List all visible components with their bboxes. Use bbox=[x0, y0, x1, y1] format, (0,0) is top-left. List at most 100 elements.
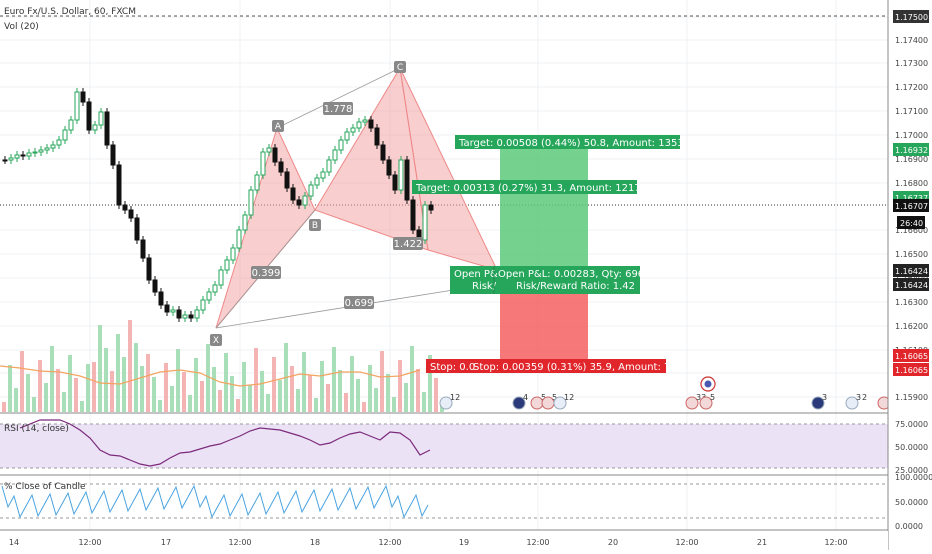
price-tick: 1.15900 bbox=[895, 393, 928, 402]
volume-bar bbox=[194, 358, 198, 412]
volume-bar bbox=[374, 388, 378, 412]
svg-text:21: 21 bbox=[757, 538, 767, 547]
event-icon: 12 bbox=[553, 393, 574, 410]
volume-bar bbox=[380, 351, 384, 412]
svg-text:Open P&L: 0.00283, Qty: 69637: Open P&L: 0.00283, Qty: 69637 bbox=[498, 269, 657, 280]
volume-bar bbox=[260, 371, 264, 412]
volume-bar bbox=[320, 361, 324, 412]
ratio-label: 1.422 bbox=[394, 239, 423, 250]
volume-bar bbox=[20, 351, 24, 412]
volume-bar bbox=[116, 334, 120, 412]
price-tag bbox=[893, 143, 929, 156]
candle-body bbox=[242, 214, 248, 231]
price-tick: 1.16200 bbox=[895, 322, 928, 331]
candle-body bbox=[404, 159, 410, 201]
pct-close-line bbox=[1, 484, 429, 519]
svg-text:0.0000: 0.0000 bbox=[895, 522, 923, 531]
event-icon: 5 bbox=[699, 393, 715, 410]
rsi-label[interactable]: RSI (14, close) bbox=[4, 424, 69, 434]
price-tick: 1.16300 bbox=[895, 298, 928, 307]
volume-label[interactable]: Vol (20) bbox=[4, 22, 39, 32]
volume-bar bbox=[338, 370, 342, 412]
volume-bar bbox=[104, 348, 108, 412]
volume-bar bbox=[98, 325, 102, 412]
svg-text:12:00: 12:00 bbox=[675, 538, 698, 547]
candle-body bbox=[176, 309, 182, 319]
svg-text:5: 5 bbox=[710, 393, 715, 402]
ratio-label: 0.399 bbox=[252, 268, 281, 279]
volume-bar bbox=[158, 400, 162, 412]
point-c-label: C bbox=[394, 61, 406, 73]
svg-text:Open P&: Open P& bbox=[454, 269, 498, 280]
volume-bar bbox=[410, 346, 414, 412]
ratio-label: 0.699 bbox=[345, 298, 374, 309]
svg-text:12:00: 12:00 bbox=[526, 538, 549, 547]
price-tag bbox=[893, 264, 929, 277]
svg-text:50.0000: 50.0000 bbox=[895, 498, 928, 507]
open-pl-label: Open P& Open P&L: 0.00283, Qty: 69637 Ri… bbox=[450, 266, 657, 294]
volume-bar bbox=[242, 362, 246, 412]
price-tag-text: 1.16737 bbox=[895, 194, 928, 203]
volume-bar bbox=[350, 356, 354, 412]
long-position-tool[interactable]: Target: 0.00508 (0.44%) 50.8, Amount: 13… bbox=[412, 135, 700, 373]
volume-bar bbox=[164, 363, 168, 412]
volume-bar bbox=[170, 386, 174, 412]
volume-bar bbox=[302, 352, 306, 412]
candle-body bbox=[50, 144, 56, 149]
candle-body bbox=[302, 195, 308, 206]
candle-body bbox=[182, 314, 188, 319]
symbol-title[interactable]: Euro Fx/U.S. Dollar, 60, FXCM bbox=[4, 7, 136, 17]
ratio-label: 1.778 bbox=[324, 104, 353, 115]
candle-body bbox=[266, 147, 272, 153]
price-tag-text: 1.16065 bbox=[895, 366, 928, 375]
target-zone bbox=[500, 148, 588, 284]
countdown-box bbox=[897, 216, 925, 229]
volume-bar bbox=[278, 380, 282, 412]
candle-body bbox=[218, 269, 224, 286]
svg-text:X: X bbox=[213, 336, 219, 346]
candle-body bbox=[320, 171, 326, 179]
candle-body bbox=[74, 91, 80, 121]
svg-text:19: 19 bbox=[459, 538, 469, 547]
stop-zone bbox=[500, 284, 588, 360]
candle-body bbox=[158, 291, 164, 306]
candle-body bbox=[422, 204, 428, 241]
candlesticks bbox=[2, 88, 434, 322]
volume-bar bbox=[110, 371, 114, 412]
price-tick: 1.17000 bbox=[895, 131, 928, 140]
candle-body bbox=[236, 229, 242, 249]
rsi-line bbox=[19, 419, 431, 467]
price-tag-text: 1.16932 bbox=[895, 146, 928, 155]
svg-text:1.17500: 1.17500 bbox=[895, 13, 928, 22]
volume-bar bbox=[14, 388, 18, 412]
volume-bar bbox=[80, 401, 84, 412]
svg-text:3: 3 bbox=[822, 393, 827, 402]
time-axis[interactable] bbox=[0, 531, 888, 550]
price-tag bbox=[893, 349, 929, 362]
volume-bar bbox=[428, 355, 432, 412]
svg-text:5: 5 bbox=[552, 393, 557, 402]
candle-body bbox=[26, 152, 32, 157]
price-tick: 1.16600 bbox=[895, 226, 928, 235]
candle-body bbox=[428, 204, 434, 211]
svg-text:3: 3 bbox=[856, 393, 861, 402]
volume-bar bbox=[26, 374, 30, 412]
candle-body bbox=[278, 161, 284, 173]
pct-label[interactable]: % Close of Candle bbox=[4, 482, 86, 492]
candle-body bbox=[344, 131, 350, 141]
volume-bar bbox=[416, 369, 420, 412]
volume-bar bbox=[422, 392, 426, 412]
candle-body bbox=[92, 124, 98, 131]
svg-text:33: 33 bbox=[696, 393, 706, 402]
volume-bar bbox=[248, 385, 252, 412]
volume-bar bbox=[224, 353, 228, 412]
candle-body bbox=[110, 144, 116, 166]
candle-body bbox=[380, 144, 386, 161]
volume-bar bbox=[266, 394, 270, 412]
svg-text:Target: 0.00508 (0.44%) 50.8,: Target: 0.00508 (0.44%) 50.8, Amount: 13… bbox=[458, 138, 700, 149]
candle-body bbox=[206, 291, 212, 301]
candle-body bbox=[8, 157, 14, 161]
